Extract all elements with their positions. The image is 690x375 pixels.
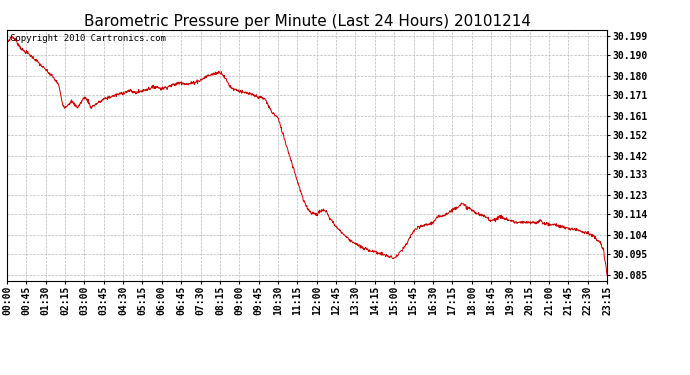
Text: Copyright 2010 Cartronics.com: Copyright 2010 Cartronics.com xyxy=(10,34,166,43)
Title: Barometric Pressure per Minute (Last 24 Hours) 20101214: Barometric Pressure per Minute (Last 24 … xyxy=(83,14,531,29)
